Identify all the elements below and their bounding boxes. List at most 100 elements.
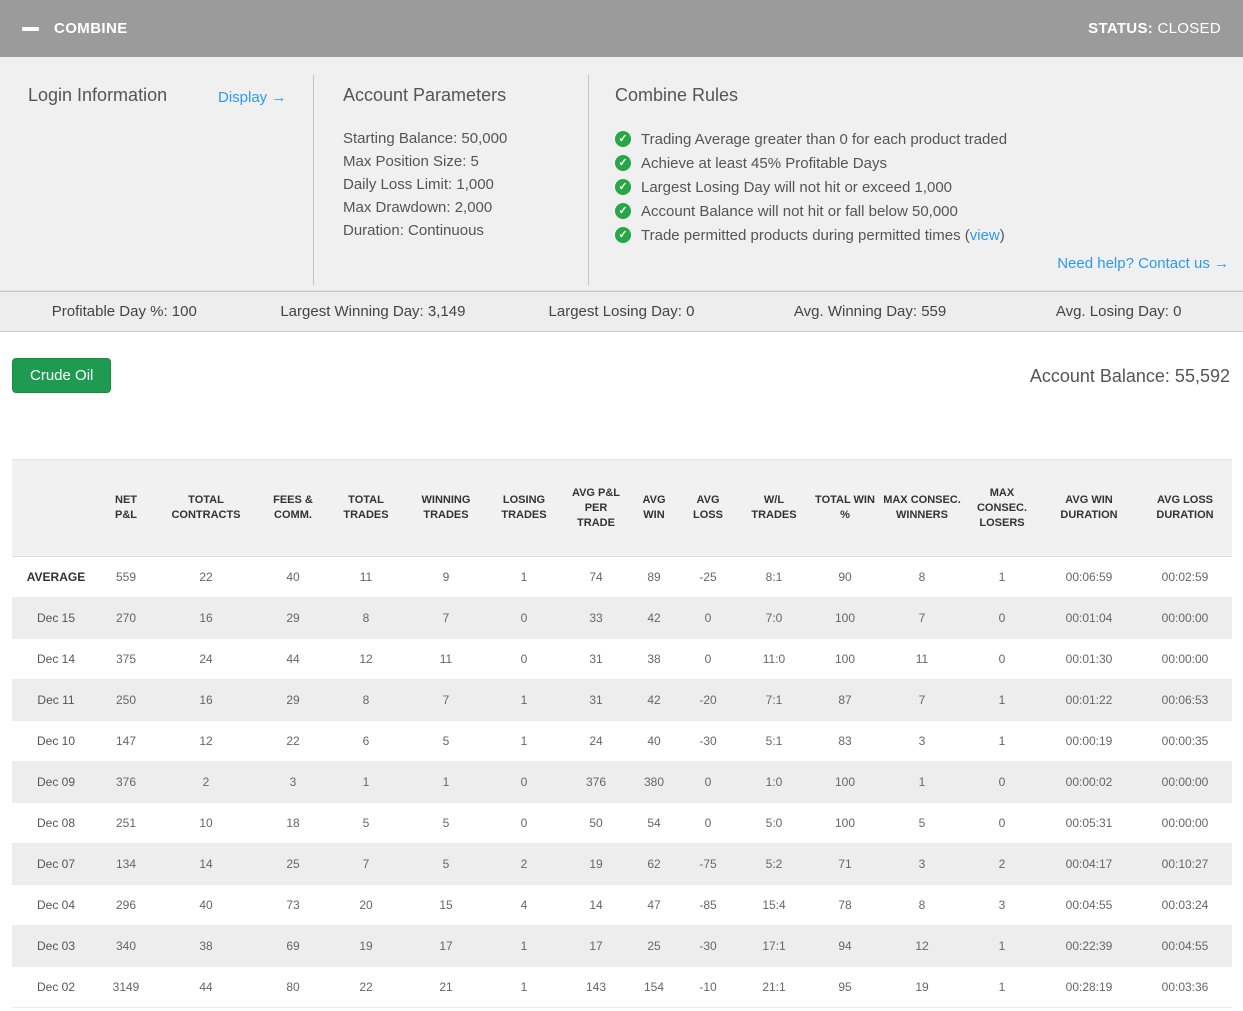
table-cell: 375 bbox=[100, 638, 152, 680]
table-cell: 1 bbox=[486, 679, 562, 721]
table-cell: 00:02:59 bbox=[1138, 556, 1232, 598]
table-cell: 1 bbox=[406, 761, 486, 803]
stat-item: Avg. Losing Day: 0 bbox=[1055, 303, 1182, 320]
table-cell: 11:0 bbox=[738, 638, 810, 680]
table-cell: 0 bbox=[964, 638, 1040, 680]
table-cell: 11 bbox=[326, 556, 406, 598]
combine-rule-text: Trading Average greater than 0 for each … bbox=[641, 130, 1008, 148]
table-cell: 3 bbox=[964, 884, 1040, 926]
collapse-icon[interactable] bbox=[22, 19, 42, 39]
table-cell: 376 bbox=[562, 761, 630, 803]
table-cell: 10 bbox=[152, 802, 260, 844]
table-cell: 25 bbox=[630, 925, 678, 967]
table-cell: 33 bbox=[562, 597, 630, 639]
table-cell: 7 bbox=[406, 597, 486, 639]
column-header: TOTAL CONTRACTS bbox=[152, 459, 260, 557]
table-row: AVERAGE 559 22 40 11 9 1 74 89 -25 8:1 90 8 1 00:06:59… bbox=[12, 556, 1232, 598]
table-cell: 17 bbox=[562, 925, 630, 967]
table-cell: 19 bbox=[326, 925, 406, 967]
table-cell: 7 bbox=[880, 679, 964, 721]
combine-rule: ✓ Achieve at least 45% Profitable Days bbox=[615, 151, 1007, 175]
table-cell: 5:0 bbox=[738, 802, 810, 844]
column-header bbox=[12, 459, 100, 557]
table-cell: 14 bbox=[152, 843, 260, 885]
table-cell: 7 bbox=[880, 597, 964, 639]
table-cell: 44 bbox=[260, 638, 326, 680]
crude-oil-tab-button[interactable]: Crude Oil bbox=[12, 358, 112, 393]
table-cell: 376 bbox=[100, 761, 152, 803]
table-cell: 19 bbox=[880, 966, 964, 1008]
table-cell: 83 bbox=[810, 720, 880, 762]
stat-item: Largest Losing Day: 0 bbox=[548, 303, 695, 320]
table-cell: 12 bbox=[152, 720, 260, 762]
table-cell: 29 bbox=[260, 679, 326, 721]
table-row: Dec 02 3149 44 80 22 21 1 143 154 -10 21:1 95 19 1 00:… bbox=[12, 966, 1232, 1008]
row-label: Dec 15 bbox=[12, 597, 100, 639]
row-label: Dec 11 bbox=[12, 679, 100, 721]
table-cell: 22 bbox=[152, 556, 260, 598]
table-cell: 0 bbox=[678, 761, 738, 803]
table-cell: 100 bbox=[810, 638, 880, 680]
table-row: Dec 03 340 38 69 19 17 1 17 25 -30 17:1 94 12 1 00:22:… bbox=[12, 925, 1232, 967]
page-title: COMBINE bbox=[54, 20, 128, 37]
table-cell: 17:1 bbox=[738, 925, 810, 967]
table-cell: 1 bbox=[964, 556, 1040, 598]
table-row: Dec 09 376 2 3 1 1 0 376 380 0 1:0 100 1 0 00:00:02 00:… bbox=[12, 761, 1232, 803]
table-cell: 143 bbox=[562, 966, 630, 1008]
column-header: MAX CONSEC. LOSERS bbox=[964, 459, 1040, 557]
check-icon: ✓ bbox=[615, 203, 631, 219]
row-label: Dec 02 bbox=[12, 966, 100, 1008]
table-row: Dec 15 270 16 29 8 7 0 33 42 0 7:0 100 7 0 00:01:04 00:… bbox=[12, 597, 1232, 639]
table-cell: 21:1 bbox=[738, 966, 810, 1008]
contact-us-link[interactable]: Need help? Contact us → bbox=[1057, 255, 1229, 272]
table-cell: 00:00:19 bbox=[1040, 720, 1138, 762]
table-cell: 00:00:00 bbox=[1138, 638, 1232, 680]
table-row: Dec 14 375 24 44 12 11 0 31 38 0 11:0 100 11 0 00:01:3… bbox=[12, 638, 1232, 680]
table-cell: 1:0 bbox=[738, 761, 810, 803]
table-cell: 24 bbox=[562, 720, 630, 762]
table-cell: 00:00:00 bbox=[1138, 802, 1232, 844]
table-cell: 6 bbox=[326, 720, 406, 762]
table-cell: 00:28:19 bbox=[1040, 966, 1138, 1008]
account-parameters-title: Account Parameters bbox=[343, 85, 507, 105]
table-cell: 44 bbox=[152, 966, 260, 1008]
table-cell: 24 bbox=[152, 638, 260, 680]
table-cell: 1 bbox=[486, 925, 562, 967]
table-cell: -25 bbox=[678, 556, 738, 598]
table-cell: 3149 bbox=[100, 966, 152, 1008]
table-cell: 0 bbox=[486, 802, 562, 844]
combine-rule: ✓ Largest Losing Day will not hit or exce… bbox=[615, 175, 1007, 199]
table-cell: 559 bbox=[100, 556, 152, 598]
table-cell: 0 bbox=[964, 597, 1040, 639]
column-header: AVG LOSS DURATION bbox=[1138, 459, 1232, 557]
table-cell: 2 bbox=[152, 761, 260, 803]
table-cell: 7:1 bbox=[738, 679, 810, 721]
table-cell: 147 bbox=[100, 720, 152, 762]
table-cell: 00:04:17 bbox=[1040, 843, 1138, 885]
combine-rules-list: ✓ Trading Average greater than 0 for each… bbox=[615, 127, 1007, 247]
view-link[interactable]: view bbox=[969, 226, 1000, 244]
table-cell: 1 bbox=[964, 925, 1040, 967]
table-cell: -30 bbox=[678, 720, 738, 762]
column-header: AVG P&L PER TRADE bbox=[562, 459, 630, 557]
table-cell: 73 bbox=[260, 884, 326, 926]
daily-stats-bar: Profitable Day %: 100 Largest Winning Day… bbox=[0, 291, 1243, 332]
table-header-row: NET P&L TOTAL CONTRACTS FEES & COMM. TOTAL … bbox=[12, 459, 1232, 557]
display-link[interactable]: Display → bbox=[218, 89, 287, 106]
account-parameter-line: Starting Balance: 50,000 bbox=[343, 130, 508, 147]
table-cell: -75 bbox=[678, 843, 738, 885]
column-header: TOTAL WIN % bbox=[810, 459, 880, 557]
table-cell: 50 bbox=[562, 802, 630, 844]
table-cell: 00:01:30 bbox=[1040, 638, 1138, 680]
table-cell: 5 bbox=[406, 802, 486, 844]
table-cell: 100 bbox=[810, 597, 880, 639]
table-cell: 87 bbox=[810, 679, 880, 721]
status-value: CLOSED bbox=[1153, 20, 1221, 37]
table-cell: 00:00:00 bbox=[1138, 597, 1232, 639]
table-cell: 00:04:55 bbox=[1040, 884, 1138, 926]
table-cell: 71 bbox=[810, 843, 880, 885]
table-cell: 3 bbox=[880, 720, 964, 762]
divider bbox=[313, 75, 314, 285]
check-icon: ✓ bbox=[615, 131, 631, 147]
account-parameter-line: Max Drawdown: 2,000 bbox=[343, 199, 493, 216]
